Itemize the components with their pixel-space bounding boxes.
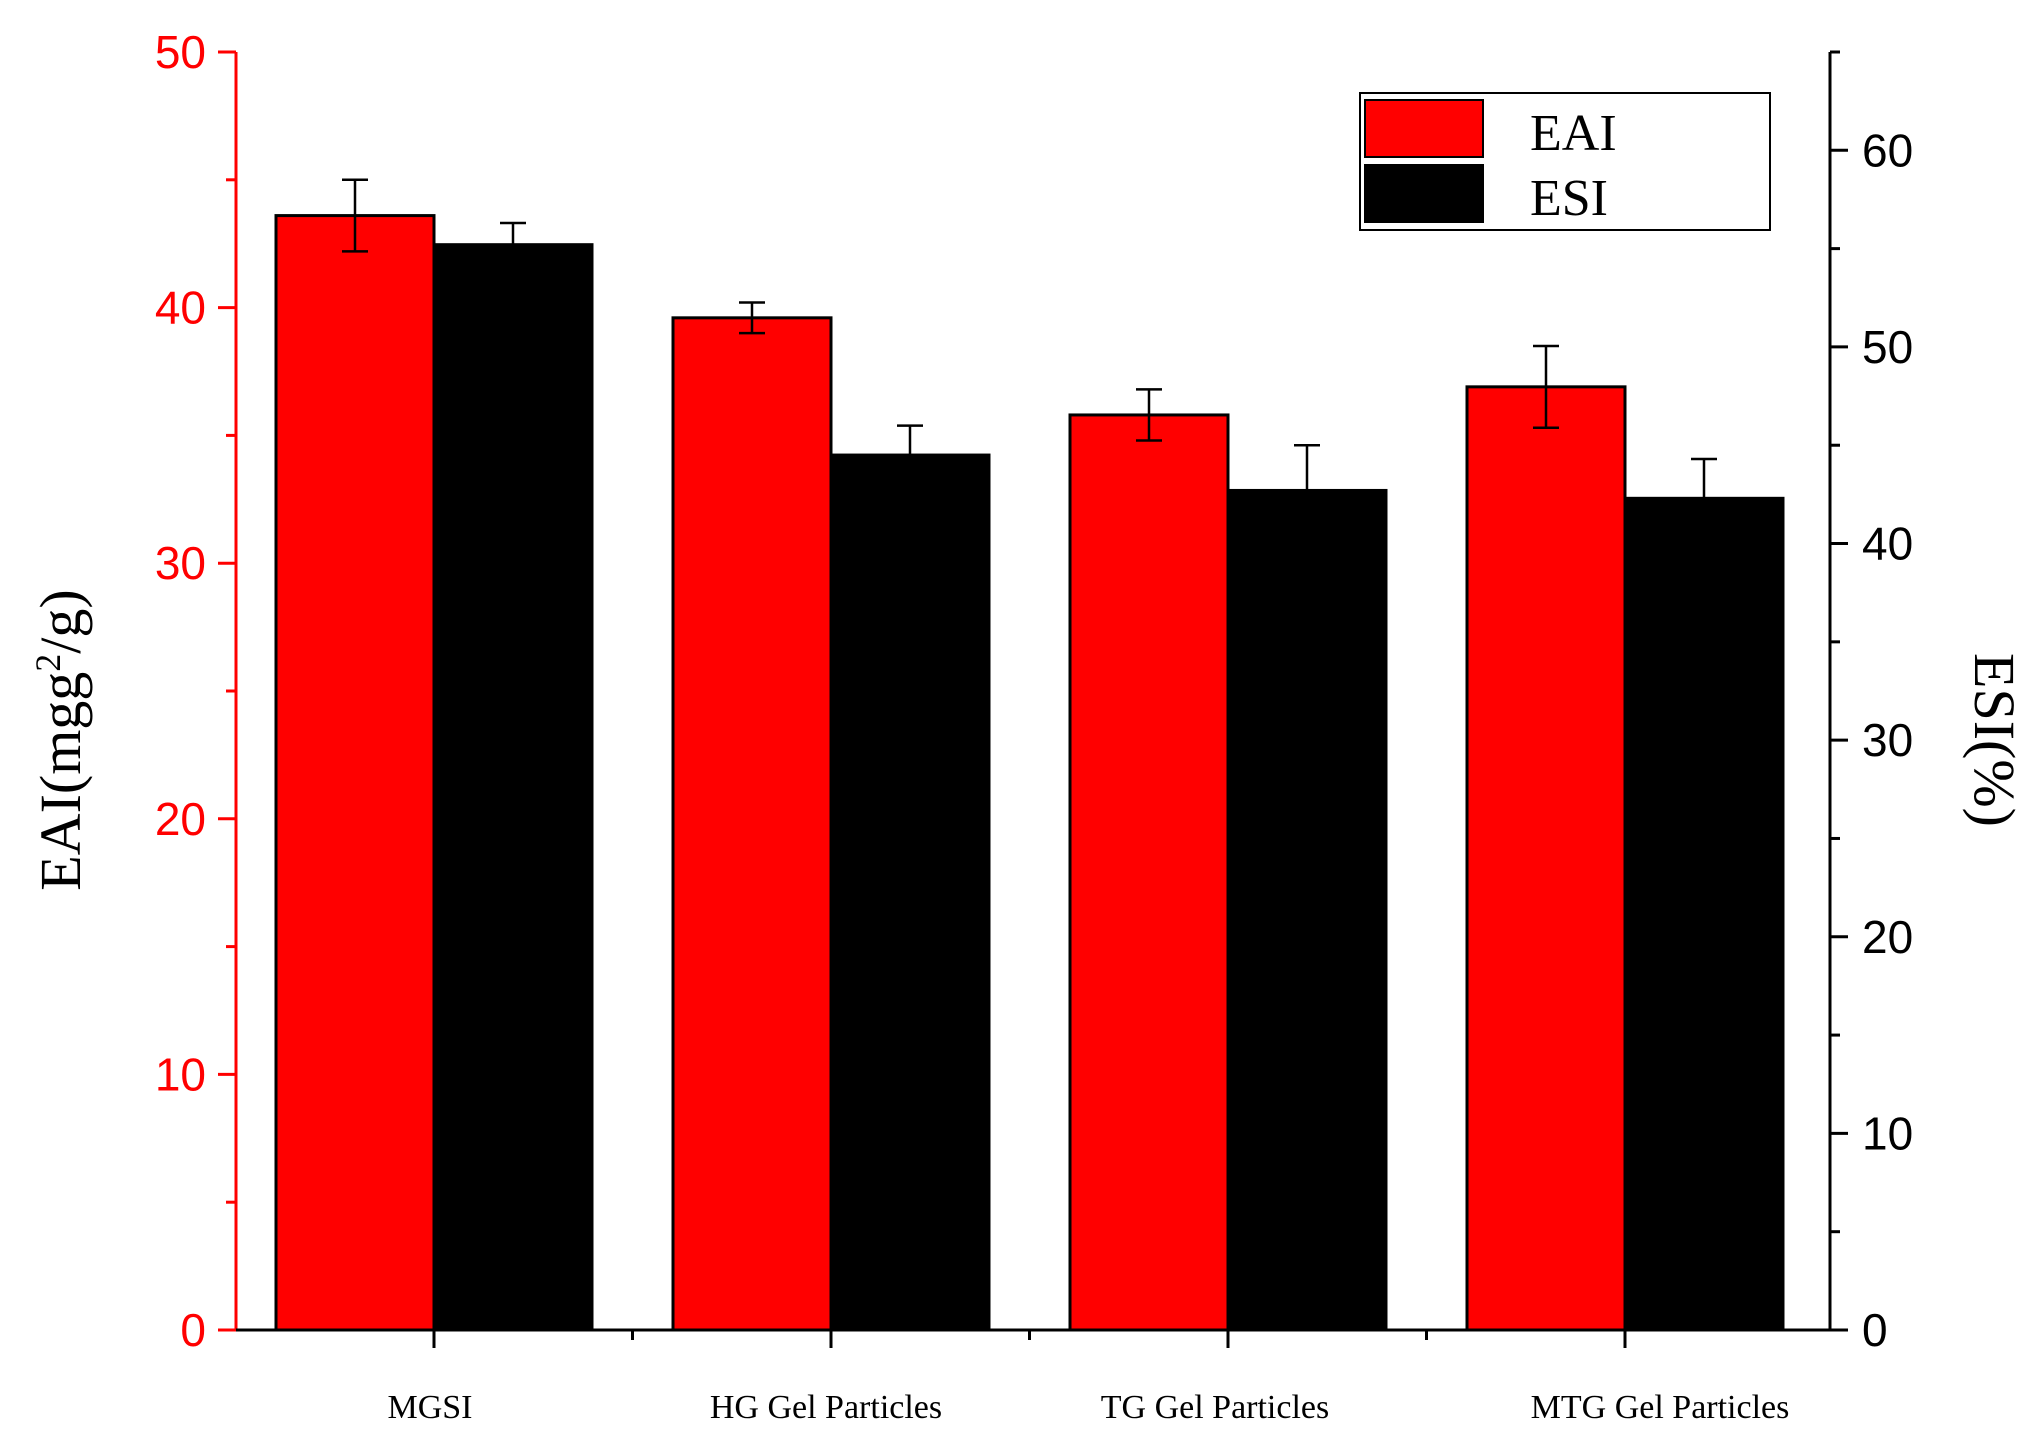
y-left-tick-label: 50 bbox=[155, 26, 206, 78]
ticks-group: 0 10 20 30 40 50 0 10 20 30 40 50 60 MGSI HG Gel Parti… bbox=[155, 26, 1913, 1426]
bar-eai-1 bbox=[671, 316, 833, 1332]
bar-esi-3 bbox=[1623, 496, 1785, 1332]
y-right-tick-label: 30 bbox=[1862, 714, 1913, 766]
y-right-tick-label: 40 bbox=[1862, 518, 1913, 570]
legend-label-eai: EAI bbox=[1530, 105, 1617, 162]
legend: EAI ESI bbox=[1359, 92, 1771, 231]
y-right-tick-label: 60 bbox=[1862, 124, 1913, 176]
bar-eai-0 bbox=[274, 214, 436, 1332]
bar-esi-2 bbox=[1226, 488, 1388, 1332]
y-left-tick-label: 0 bbox=[180, 1304, 206, 1356]
y-left-tick-label: 20 bbox=[155, 793, 206, 845]
bar-esi-1 bbox=[829, 453, 991, 1332]
x-tick-label-1: HG Gel Particles bbox=[710, 1389, 942, 1426]
legend-label-esi: ESI bbox=[1530, 170, 1608, 227]
bars-group bbox=[274, 214, 1785, 1332]
error-bars-group bbox=[342, 178, 1717, 539]
y-right-tick-label: 50 bbox=[1862, 321, 1913, 373]
y-axis-right-title: ESI(%) bbox=[1962, 653, 2027, 827]
x-tick-label-2: TG Gel Particles bbox=[1101, 1389, 1330, 1426]
bar-eai-2 bbox=[1068, 413, 1230, 1332]
y-left-tick-label: 10 bbox=[155, 1048, 206, 1100]
x-tick-label-0: MGSI bbox=[387, 1389, 472, 1426]
legend-swatch-eai bbox=[1364, 99, 1484, 158]
bar-eai-3 bbox=[1465, 385, 1627, 1332]
legend-swatch-esi bbox=[1364, 164, 1484, 223]
x-tick-label-3: MTG Gel Particles bbox=[1531, 1389, 1790, 1426]
y-left-tick-label: 30 bbox=[155, 537, 206, 589]
bar-esi-0 bbox=[432, 243, 594, 1332]
y-right-tick-label: 10 bbox=[1862, 1107, 1913, 1159]
y-left-tick-label: 40 bbox=[155, 282, 206, 334]
y-axis-left-title: EAI(mgg2/g) bbox=[28, 589, 93, 891]
y-right-tick-label: 0 bbox=[1862, 1304, 1888, 1356]
y-right-tick-label: 20 bbox=[1862, 911, 1913, 963]
